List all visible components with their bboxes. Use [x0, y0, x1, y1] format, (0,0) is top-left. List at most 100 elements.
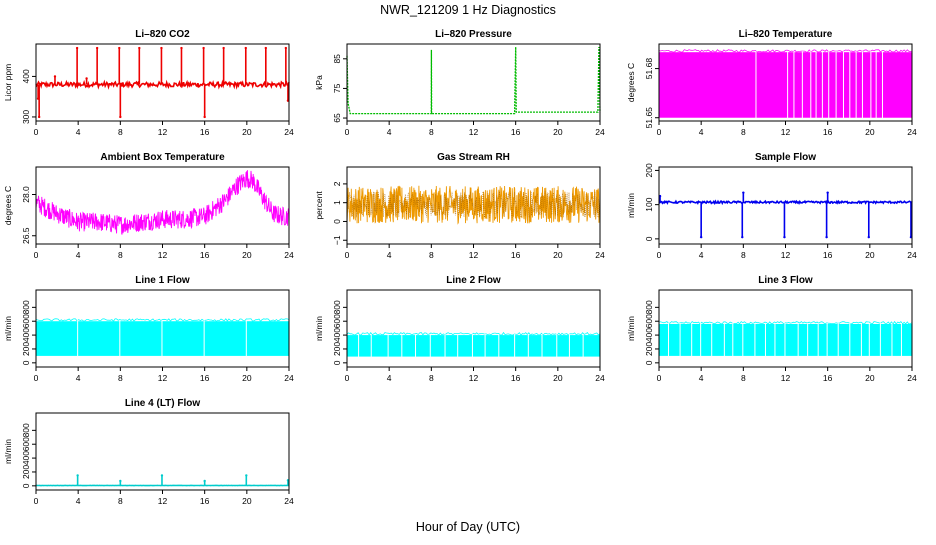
panel-data	[659, 322, 912, 357]
panel-data	[347, 333, 600, 358]
y-tick-label: 28.0	[21, 186, 31, 203]
spike-point	[868, 236, 870, 238]
x-tick-label: 24	[284, 127, 294, 137]
panel-data	[659, 191, 912, 238]
x-tick-label: 0	[34, 127, 39, 137]
x-tick-label: 12	[158, 373, 168, 383]
x-tick-label: 20	[865, 373, 875, 383]
panel-data	[36, 474, 289, 485]
x-tick-label: 4	[699, 373, 704, 383]
spike-point	[180, 47, 182, 49]
spike-point	[160, 47, 162, 49]
panel-ylabel: degrees C	[626, 63, 636, 102]
series-line	[347, 186, 600, 224]
spike-point	[265, 47, 267, 49]
y-tick-label: 400	[332, 328, 342, 342]
y-tick-label: 800	[21, 423, 31, 437]
y-tick-label: 100	[644, 197, 654, 211]
y-tick-label: 51.65	[644, 107, 654, 129]
spike-point	[245, 474, 247, 476]
x-tick-label: 24	[284, 250, 294, 260]
series-line	[659, 201, 912, 203]
x-tick-label: 20	[553, 127, 563, 137]
y-tick-label: 200	[644, 342, 654, 356]
spike-point	[76, 47, 78, 49]
y-tick-label: 400	[644, 328, 654, 342]
panel-title: Li–820 Pressure	[435, 29, 512, 40]
spike-point	[119, 116, 121, 118]
spike-point	[96, 47, 98, 49]
x-tick-label: 0	[345, 127, 350, 137]
spike-point	[783, 236, 785, 238]
x-tick-label: 24	[907, 373, 917, 383]
panel-title: Line 2 Flow	[446, 275, 501, 286]
panel-title: Line 1 Flow	[135, 275, 190, 286]
x-tick-label: 24	[907, 250, 917, 260]
x-tick-label: 20	[242, 127, 252, 137]
x-tick-label: 4	[699, 250, 704, 260]
x-tick-label: 12	[781, 373, 791, 383]
spike-point	[285, 47, 287, 49]
panel-title: Gas Stream RH	[437, 152, 510, 163]
y-tick-label: 75	[332, 83, 342, 93]
x-tick-label: 4	[76, 127, 81, 137]
spike-point	[742, 191, 744, 193]
x-tick-label: 8	[429, 250, 434, 260]
spike-point	[38, 116, 40, 118]
spike-point	[119, 480, 121, 482]
panel-ylabel: degrees C	[3, 186, 13, 225]
x-tick-label: 16	[511, 373, 521, 383]
panel-ylabel: percent	[314, 191, 324, 220]
x-tick-label: 0	[345, 373, 350, 383]
y-tick-label: 200	[332, 342, 342, 356]
spike-point	[202, 47, 204, 49]
spike-point	[85, 77, 87, 79]
y-tick-label: 0	[21, 360, 31, 365]
series-band	[659, 52, 912, 118]
y-tick-label: 26.5	[21, 227, 31, 244]
panel-title: Sample Flow	[755, 152, 816, 163]
spike-point	[222, 47, 224, 49]
x-tick-label: 4	[387, 127, 392, 137]
y-tick-label: 600	[332, 314, 342, 328]
panel-ylabel: ml/min	[314, 316, 324, 341]
panel-data	[36, 170, 289, 234]
figure-xlabel: Hour of Day (UTC)	[416, 520, 520, 534]
y-tick-label: 2	[332, 181, 342, 186]
x-tick-label: 24	[907, 127, 917, 137]
x-tick-label: 0	[34, 373, 39, 383]
x-tick-label: 24	[595, 373, 605, 383]
panel-data	[347, 186, 600, 224]
x-tick-label: 8	[741, 127, 746, 137]
spike-point	[741, 236, 743, 238]
y-tick-label: 0	[644, 360, 654, 365]
y-tick-label: 65	[332, 113, 342, 123]
y-tick-label: 0	[332, 219, 342, 224]
y-tick-label: 800	[332, 300, 342, 314]
y-tick-label: 200	[21, 465, 31, 479]
panel-frame	[347, 44, 600, 121]
y-tick-label: 0	[332, 360, 342, 365]
series-edge	[659, 50, 912, 53]
x-tick-label: 16	[823, 127, 833, 137]
series-band	[659, 324, 912, 356]
series-band	[347, 335, 600, 357]
x-tick-label: 8	[118, 127, 123, 137]
x-tick-label: 4	[699, 127, 704, 137]
y-tick-label: 800	[644, 300, 654, 314]
figure-title: NWR_121209 1 Hz Diagnostics	[380, 3, 556, 17]
panel-data	[36, 47, 289, 118]
spike-point	[826, 191, 828, 193]
x-tick-label: 20	[865, 127, 875, 137]
x-tick-label: 12	[158, 496, 168, 506]
x-tick-label: 8	[741, 373, 746, 383]
panel-data	[347, 47, 600, 114]
x-tick-label: 0	[34, 496, 39, 506]
x-tick-label: 16	[200, 373, 210, 383]
y-tick-label: 85	[332, 54, 342, 64]
